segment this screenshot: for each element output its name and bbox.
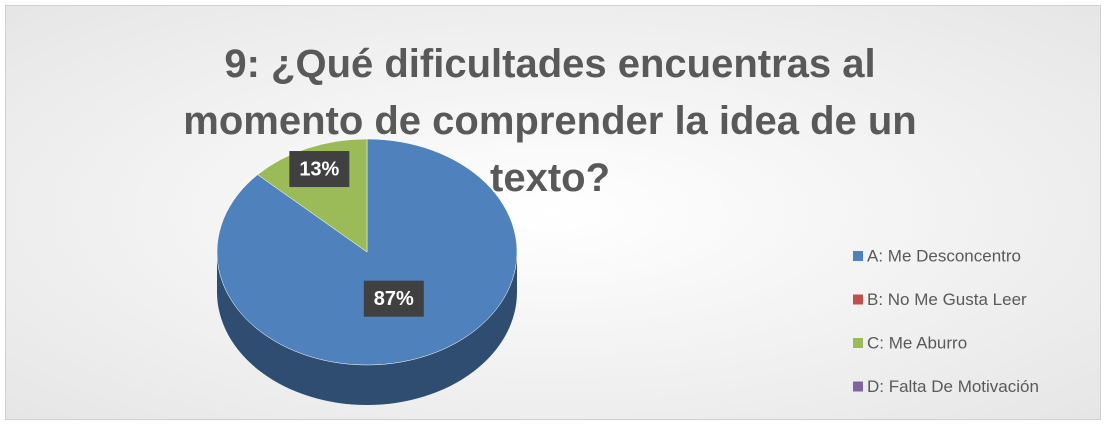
legend-swatch	[853, 381, 863, 392]
title-box: 9: ¿Qué dificultades encuentras al momen…	[183, 42, 917, 200]
data-label-box	[289, 151, 350, 188]
pie-sides	[217, 252, 517, 405]
pie-side	[217, 252, 517, 405]
chart-title: 9: ¿Qué dificultades encuentras al momen…	[183, 42, 917, 200]
legend-label: D: Falta De Motivación	[867, 377, 1039, 396]
legend-swatch	[853, 294, 863, 305]
chart-frame	[5, 5, 1101, 420]
data-label-box	[363, 280, 424, 317]
legend-label: A: Me Desconcentro	[867, 246, 1021, 265]
labels: 87% 13%	[289, 151, 424, 317]
legend-swatch	[853, 338, 863, 348]
legend-label: C: Me Aburro	[867, 333, 967, 352]
pie-slice	[216, 138, 518, 366]
legend-swatch	[853, 251, 863, 261]
legend-label: B: No Me Gusta Leer	[867, 290, 1027, 309]
legend: A: Me Desconcentro B: No Me Gusta Leer C: …	[853, 246, 1039, 396]
data-label: 87%	[374, 288, 414, 310]
data-label: 13%	[299, 158, 339, 180]
